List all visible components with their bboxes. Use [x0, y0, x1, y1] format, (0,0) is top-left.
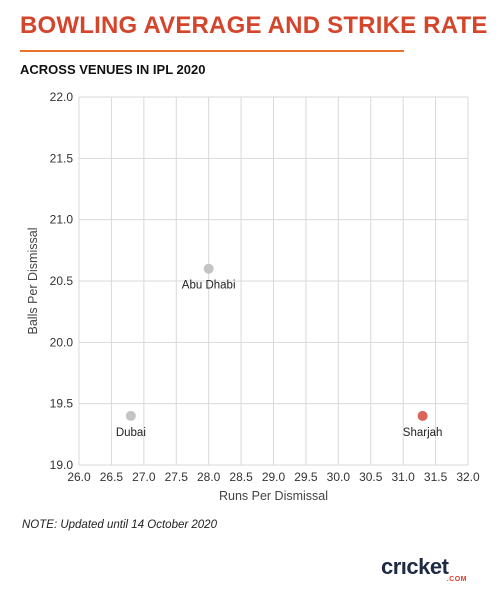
x-tick-label: 28.0 [197, 470, 221, 484]
brand-name: crıcket [381, 554, 449, 579]
data-point [203, 263, 214, 274]
scatter-chart: 26.0 26.5 27.0 27.5 28.0 28.5 29.0 29.5 30.0 30.5… [26, 90, 480, 503]
x-tick-label: 29.0 [262, 470, 286, 484]
x-tick-label: 27.5 [165, 470, 189, 484]
x-tick-label: 29.5 [294, 470, 318, 484]
y-tick-label: 22.0 [50, 90, 74, 104]
brand-suffix: .COM [446, 576, 467, 583]
chart-title: BOWLING AVERAGE AND STRIKE RATE [20, 12, 488, 39]
y-tick-label: 20.5 [50, 274, 74, 288]
x-tick-label: 31.5 [424, 470, 448, 484]
x-tick-label: 30.0 [327, 470, 351, 484]
footnote: NOTE: Updated until 14 October 2020 [22, 519, 217, 531]
y-tick-label: 19.0 [50, 458, 74, 472]
y-tick-label: 19.5 [50, 397, 74, 411]
y-tick-label: 20.0 [50, 335, 74, 349]
data-point [417, 410, 428, 421]
x-tick-label: 27.0 [132, 470, 156, 484]
y-tick-label: 21.0 [50, 213, 74, 227]
y-tick-label: 21.5 [50, 151, 74, 165]
title-underline [20, 50, 404, 52]
x-tick-label: 30.5 [359, 470, 383, 484]
brand-logo: crıcket .COM [381, 554, 481, 588]
data-label: Abu Dhabi [182, 280, 236, 292]
chart-subtitle: ACROSS VENUES IN IPL 2020 [20, 62, 206, 77]
x-tick-label: 28.5 [229, 470, 253, 484]
data-point [125, 410, 136, 421]
x-axis-label: Runs Per Dismissal [219, 489, 328, 503]
x-tick-label: 32.0 [456, 470, 480, 484]
x-tick-label: 26.5 [100, 470, 124, 484]
x-tick-label: 26.0 [67, 470, 91, 484]
y-axis-label: Balls Per Dismissal [26, 228, 40, 335]
data-label: Sharjah [403, 427, 443, 439]
data-label: Dubai [116, 427, 146, 439]
x-tick-label: 31.0 [391, 470, 415, 484]
